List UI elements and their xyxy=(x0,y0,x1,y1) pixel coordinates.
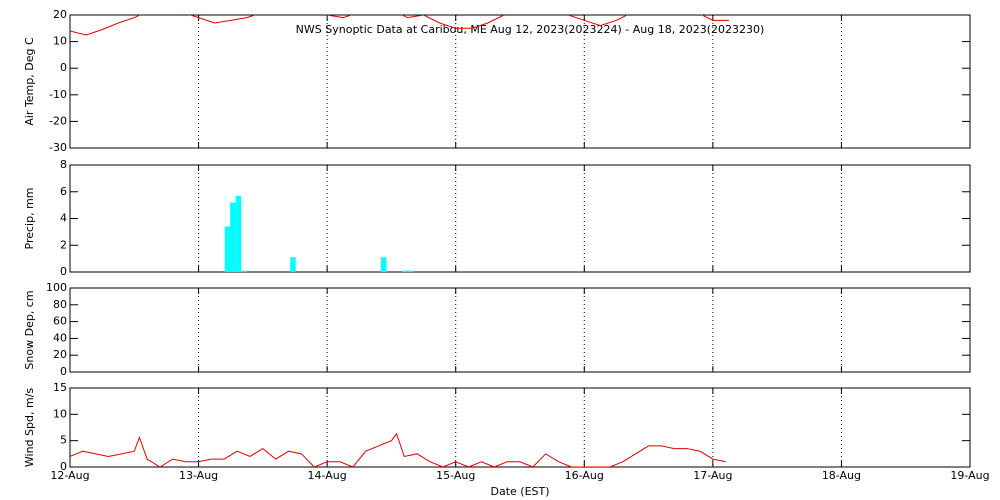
y-axis-label: Snow Dep, cm xyxy=(23,290,36,369)
bar xyxy=(241,270,248,272)
y-tick-label: 5 xyxy=(60,434,67,447)
y-axis-label: Precip, mm xyxy=(23,188,36,250)
y-tick-label: -10 xyxy=(49,88,67,101)
y-tick-label: 15 xyxy=(53,381,67,394)
bar xyxy=(235,195,242,272)
series-group xyxy=(70,15,729,36)
x-tick-label: 18-Aug xyxy=(822,469,861,482)
series-group xyxy=(224,195,414,272)
plot-frame xyxy=(69,387,971,468)
x-tick-label: 13-Aug xyxy=(179,469,218,482)
y-tick-label: 2 xyxy=(60,238,67,251)
x-tick-label: 14-Aug xyxy=(308,469,347,482)
bar xyxy=(380,257,387,272)
series-group xyxy=(70,432,726,467)
y-tick-label: 0 xyxy=(60,365,67,378)
y-tick-label: 10 xyxy=(53,407,67,420)
y-axis-label: Air Temp, Deg C xyxy=(23,37,36,126)
y-tick-label: 80 xyxy=(53,298,67,311)
bar xyxy=(224,226,231,272)
data-line xyxy=(70,432,726,467)
x-tick-label: 15-Aug xyxy=(436,469,475,482)
y-tick-label: 20 xyxy=(53,348,67,361)
y-tick-label: 0 xyxy=(60,61,67,74)
y-tick-label: 40 xyxy=(53,331,67,344)
bar xyxy=(402,270,408,272)
y-tick-label: 20 xyxy=(53,8,67,21)
y-tick-label: 0 xyxy=(60,265,67,278)
bar xyxy=(407,270,414,272)
y-tick-label: 100 xyxy=(46,281,67,294)
bar xyxy=(290,257,296,272)
x-tick-label: 19-Aug xyxy=(950,469,989,482)
y-tick-label: -30 xyxy=(49,141,67,154)
y-axis-label: Wind Spd, m/s xyxy=(23,388,36,468)
data-line xyxy=(70,15,729,36)
plot-frame xyxy=(69,14,971,149)
y-tick-label: 6 xyxy=(60,185,67,198)
plot-frame xyxy=(69,287,971,373)
x-tick-label: 12-Aug xyxy=(50,469,89,482)
chart-title: NWS Synoptic Data at Caribou, ME Aug 12,… xyxy=(296,23,765,36)
y-tick-label: -20 xyxy=(49,114,67,127)
x-axis-label: Date (EST) xyxy=(490,485,549,498)
y-tick-label: 60 xyxy=(53,315,67,328)
x-tick-label: 16-Aug xyxy=(565,469,604,482)
y-tick-label: 4 xyxy=(60,212,67,225)
plot-frame xyxy=(69,164,971,273)
y-tick-label: 0 xyxy=(60,460,67,473)
bar xyxy=(230,202,236,272)
x-tick-label: 17-Aug xyxy=(693,469,732,482)
y-tick-label: 8 xyxy=(60,158,67,171)
y-tick-label: 10 xyxy=(53,35,67,48)
